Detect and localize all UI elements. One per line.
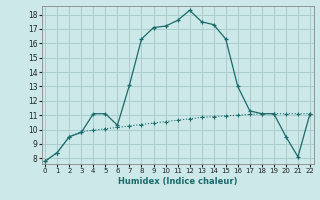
X-axis label: Humidex (Indice chaleur): Humidex (Indice chaleur)	[118, 177, 237, 186]
